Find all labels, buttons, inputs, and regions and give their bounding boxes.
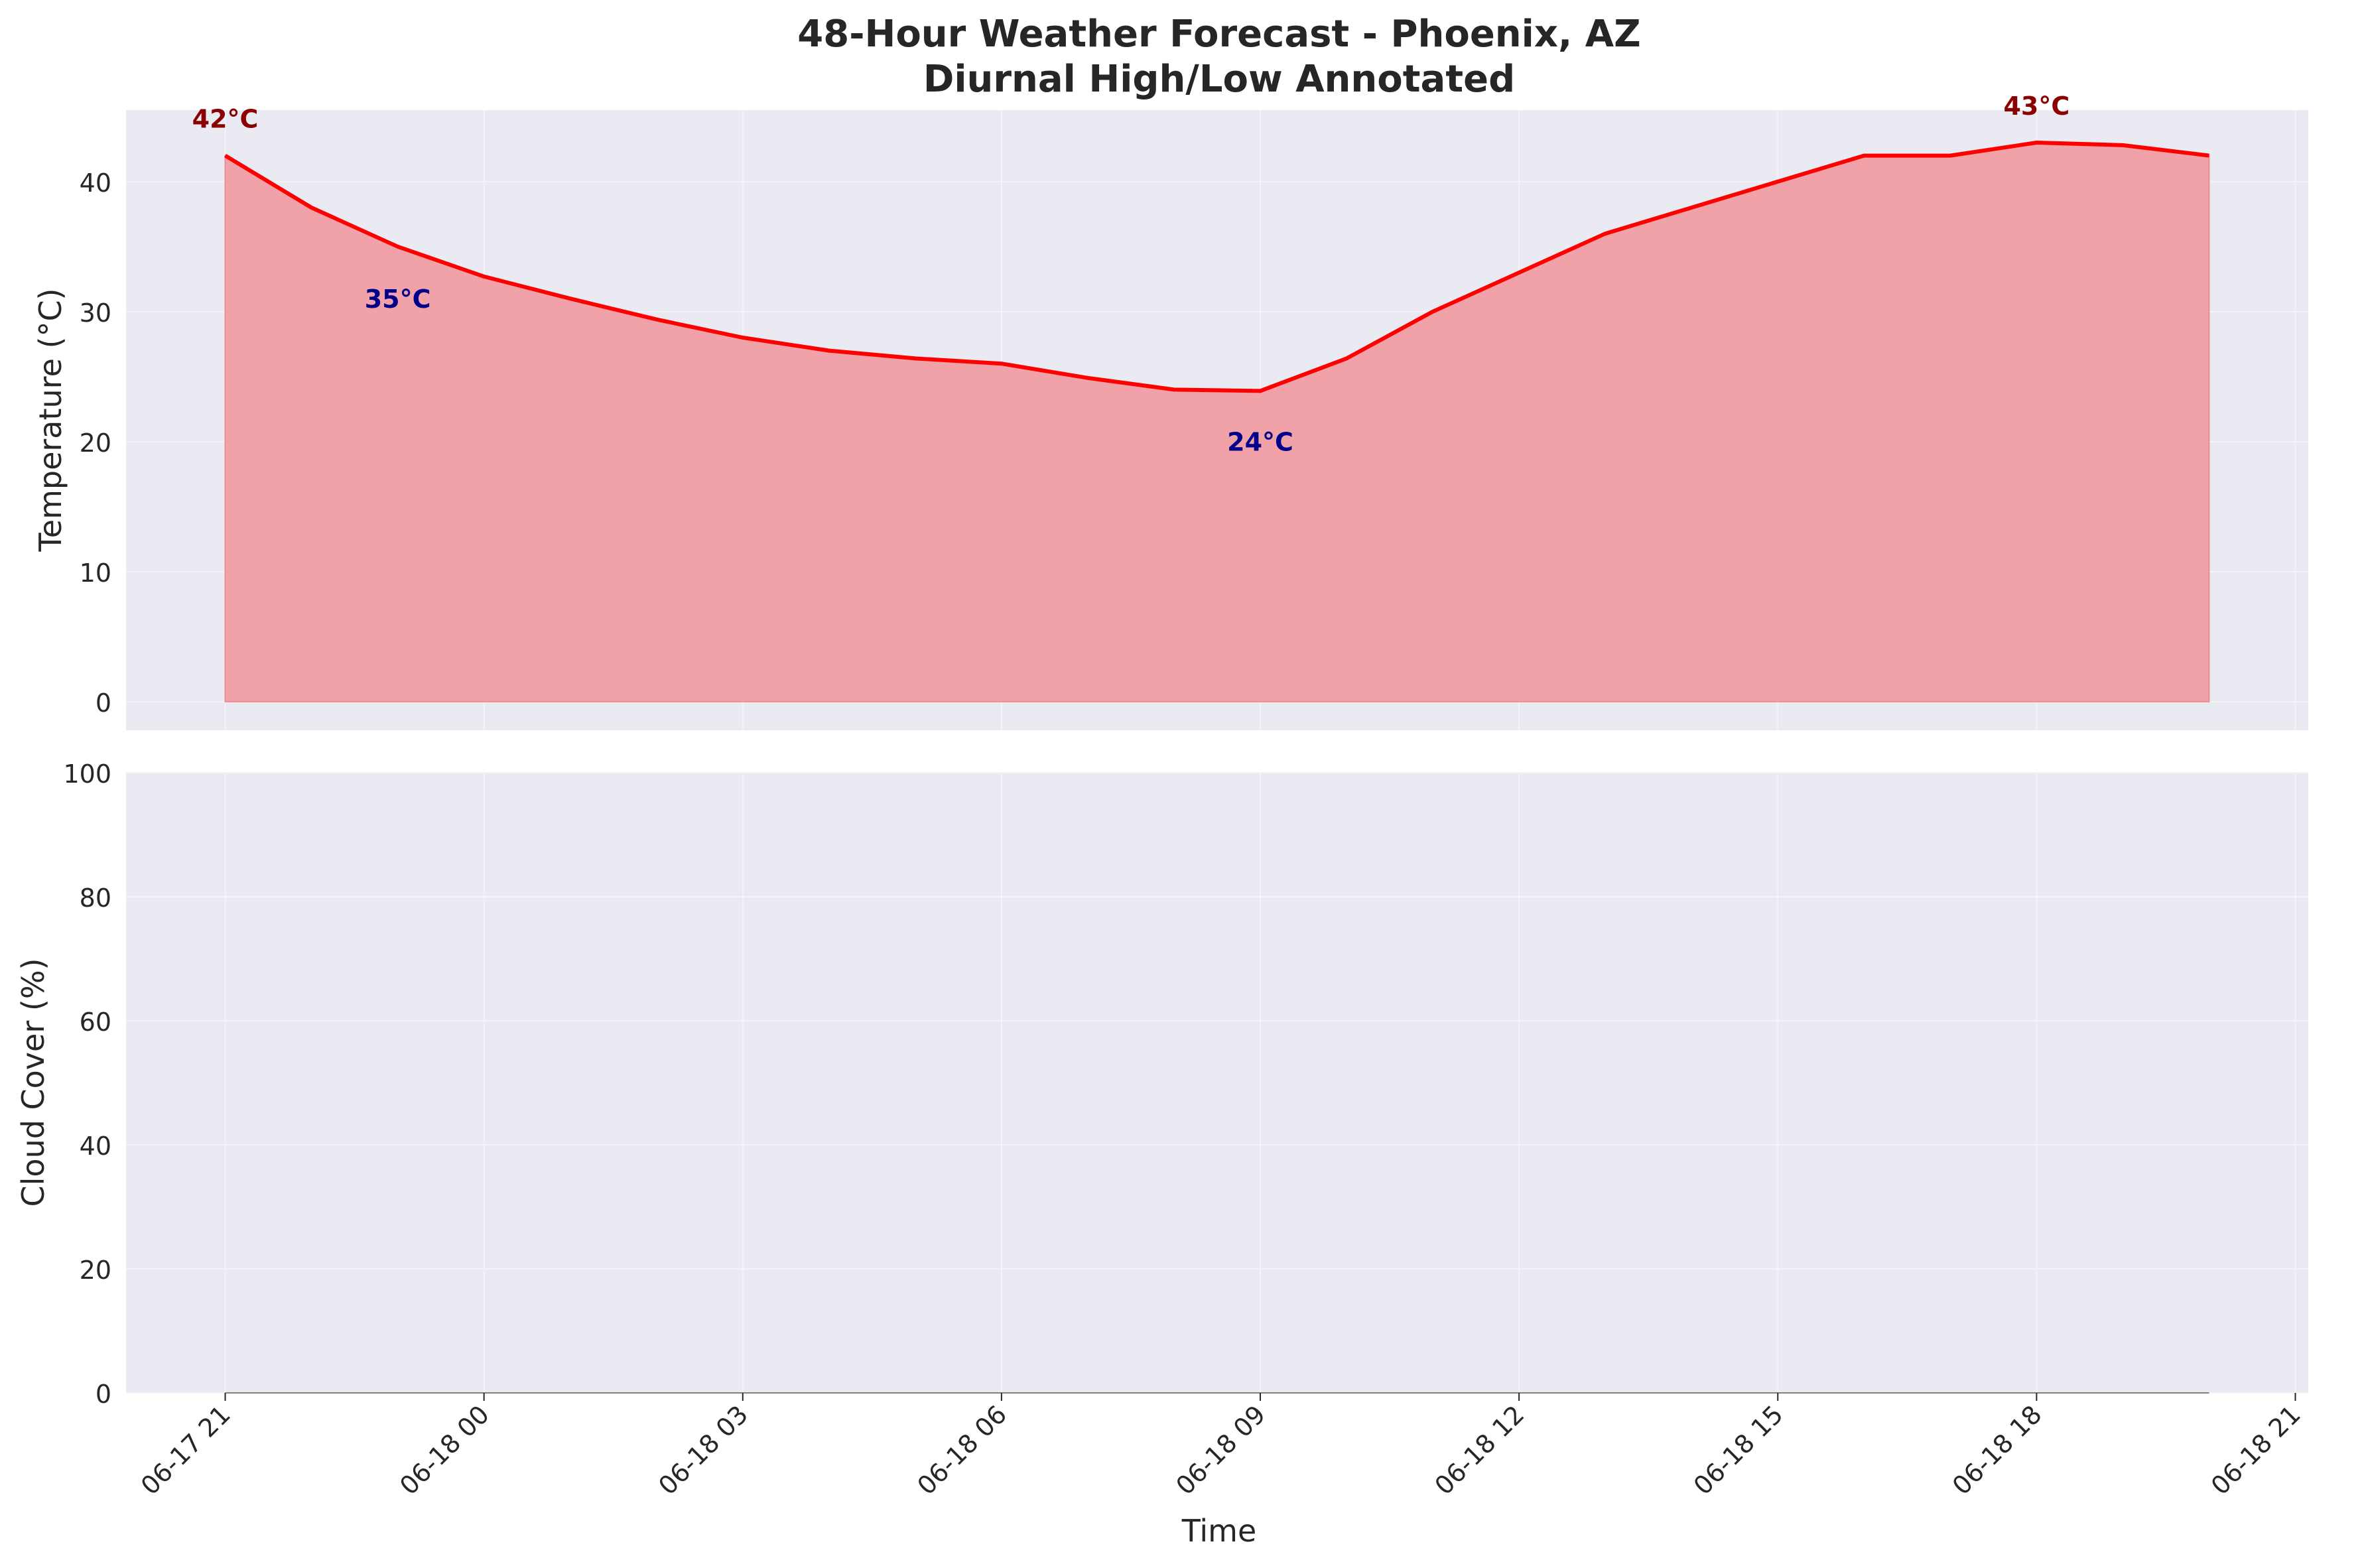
x-tick-label: 06-18 09	[1170, 1400, 1271, 1500]
chart-subtitle: Diurnal High/Low Annotated	[923, 58, 1515, 101]
temperature-area	[224, 141, 2210, 702]
cloud-cover-panel: 0 20 40 60 80 100 Cloud Cover (%)	[15, 759, 2308, 1409]
annotation-high-label: 42°C	[192, 105, 259, 134]
cloud-cover-y-tick-label: 60	[80, 1008, 111, 1037]
x-tick-label: 06-18 12	[1429, 1400, 1530, 1500]
cloud-cover-y-axis-label: Cloud Cover (%)	[15, 958, 51, 1207]
temperature-annotations: 42°C 35°C 24°C 43°C	[192, 92, 2070, 456]
temperature-y-tick-label: 10	[80, 558, 111, 588]
temperature-y-tick-label: 0	[96, 688, 111, 718]
temperature-line	[224, 141, 2209, 393]
cloud-cover-y-tick-label: 80	[80, 883, 111, 913]
annotation-low-label: 35°C	[365, 285, 431, 314]
x-tick-label: 06-18 15	[1688, 1400, 1789, 1500]
temperature-panel: 0 10 20 30 40 42°C 35°C 24°C 43°C Temperature (…	[33, 92, 2308, 730]
cloud-cover-y-tick-label: 0	[96, 1380, 111, 1409]
annotation-high-label: 43°C	[2003, 92, 2069, 121]
annotation-low-label: 24°C	[1227, 427, 1293, 456]
temperature-y-tick-label: 20	[80, 428, 111, 458]
cloud-cover-plot-background	[126, 773, 2308, 1393]
cloud-cover-y-ticks: 0 20 40 60 80 100	[63, 759, 111, 1409]
x-tick-label: 06-18 00	[394, 1400, 495, 1500]
cloud-cover-y-tick-label: 100	[63, 759, 111, 789]
temperature-y-tick-label: 40	[80, 168, 111, 198]
x-tick-label: 06-18 03	[653, 1400, 754, 1500]
x-tick-label: 06-18 18	[1947, 1400, 2048, 1500]
temperature-y-ticks: 0 10 20 30 40	[80, 168, 111, 718]
temperature-y-axis-label: Temperature (°C)	[33, 288, 68, 552]
x-tick-label: 06-18 06	[911, 1400, 1012, 1500]
x-tick-label: 06-18 21	[2205, 1400, 2306, 1500]
temperature-y-tick-label: 30	[80, 298, 111, 328]
x-axis-ticks: 06-17 21 06-18 00 06-18 03 06-18 06 06-18 09…	[135, 1393, 2306, 1500]
x-axis-label: Time	[1181, 1513, 1257, 1549]
chart-title: 48-Hour Weather Forecast - Phoenix, AZ	[797, 13, 1640, 56]
x-tick-label: 06-17 21	[135, 1400, 236, 1500]
cloud-cover-y-tick-label: 40	[80, 1132, 111, 1161]
cloud-cover-y-tick-label: 20	[80, 1256, 111, 1285]
